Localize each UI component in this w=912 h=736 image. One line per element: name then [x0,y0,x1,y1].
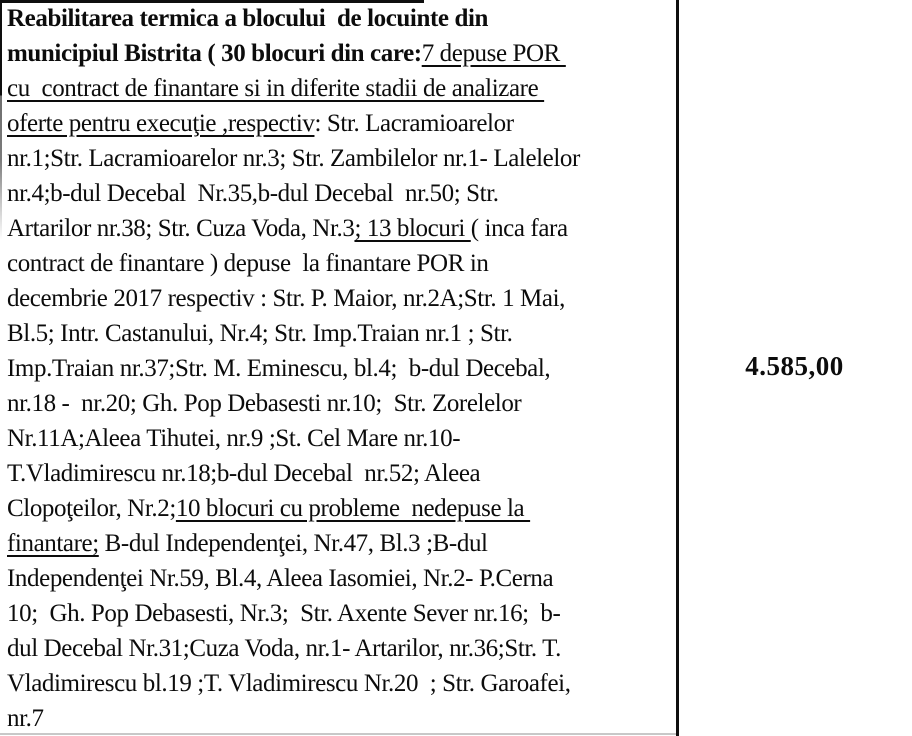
text-segment: contract de finantare ) depuse la finant… [7,250,489,277]
text-segment: B-dul Independenţei, Nr.47, Bl.3 ;B-dul [98,530,488,557]
text-segment: nr.7 [7,705,44,732]
text-line: T.Vladimirescu nr.18;b-dul Decebal nr.52… [7,456,673,491]
text-segment: Reabilitarea termica a blocului de locui… [7,5,489,32]
text-line: decembrie 2017 respectiv : Str. P. Maior… [7,281,673,316]
text-segment: Nr.11A;Aleea Tihutei, nr.9 ;St. Cel Mare… [7,425,461,452]
text-segment: nr.4;b-dul Decebal Nr.35,b-dul Decebal n… [7,180,499,207]
text-line: cu contract de finantare si in diferite … [7,71,673,106]
text-line: oferte pentru execuţie ,respectiv: Str. … [7,106,673,141]
text-segment: decembrie 2017 respectiv : Str. P. Maior… [7,285,565,312]
text-line: dul Decebal Nr.31;Cuza Voda, nr.1- Artar… [7,631,673,666]
text-segment: 10; Gh. Pop Debasesti, Nr.3; Str. Axente… [7,600,561,627]
description-cell: Reabilitarea termica a blocului de locui… [7,1,673,736]
text-segment: nr.1;Str. Lacramioarelor nr.3; Str. Zamb… [7,145,580,172]
text-segment: Independenţei Nr.59, Bl.4, Aleea Iasomie… [7,565,554,592]
text-segment: 10 blocuri cu probleme nedepuse la [175,495,531,522]
text-segment: : Str. Lacramioarelor [314,110,514,137]
text-line: municipiul Bistrita ( 30 blocuri din car… [7,36,673,71]
text-segment: oferte pentru execuţie ,respectiv [7,110,315,137]
text-line: nr.7 [7,701,673,736]
text-segment: cu contract de finantare si in diferite … [7,75,545,102]
text-segment: T.Vladimirescu nr.18;b-dul Decebal nr.52… [7,460,481,487]
text-line: Bl.5; Intr. Castanului, Nr.4; Str. Imp.T… [7,316,673,351]
text-line: finantare; B-dul Independenţei, Nr.47, B… [7,526,673,561]
text-line: Imp.Traian nr.37;Str. M. Eminescu, bl.4;… [7,351,673,386]
amount-value: 4.585,00 [745,351,844,381]
text-segment: Imp.Traian nr.37;Str. M. Eminescu, bl.4;… [7,355,551,382]
text-line: Artarilor nr.38; Str. Cuza Voda, Nr.3; 1… [7,211,673,246]
text-segment: nr.18 - nr.20; Gh. Pop Debasesti nr.10; … [7,390,522,417]
bottom-border [0,733,679,735]
text-segment: Clopoţeilor, Nr.2; [7,495,176,522]
text-line: Independenţei Nr.59, Bl.4, Aleea Iasomie… [7,561,673,596]
text-segment: municipiul Bistrita ( 30 blocuri din car… [7,40,422,67]
text-segment: Vladimirescu bl.19 ;T. Vladimirescu Nr.2… [7,670,571,697]
text-line: 10; Gh. Pop Debasesti, Nr.3; Str. Axente… [7,596,673,631]
text-line: Clopoţeilor, Nr.2;10 blocuri cu probleme… [7,491,673,526]
text-line: nr.1;Str. Lacramioarelor nr.3; Str. Zamb… [7,141,673,176]
text-line: nr.4;b-dul Decebal Nr.35,b-dul Decebal n… [7,176,673,211]
text-segment: finantare; [7,530,99,557]
text-line: Vladimirescu bl.19 ;T. Vladimirescu Nr.2… [7,666,673,701]
text-segment: 7 depuse POR [421,40,566,67]
text-segment: ; 13 blocuri [354,215,471,242]
column-divider [676,0,679,736]
text-line: nr.18 - nr.20; Gh. Pop Debasesti nr.10; … [7,386,673,421]
text-line: Reabilitarea termica a blocului de locui… [7,1,673,36]
text-segment: ( inca fara [470,215,568,242]
text-segment: Bl.5; Intr. Castanului, Nr.4; Str. Imp.T… [7,320,513,347]
left-border [0,0,2,240]
text-segment: dul Decebal Nr.31;Cuza Voda, nr.1- Artar… [7,635,562,662]
text-line: Nr.11A;Aleea Tihutei, nr.9 ;St. Cel Mare… [7,421,673,456]
text-segment: Artarilor nr.38; Str. Cuza Voda, Nr.3 [7,215,355,242]
text-line: contract de finantare ) depuse la finant… [7,246,673,281]
top-border [0,0,424,3]
